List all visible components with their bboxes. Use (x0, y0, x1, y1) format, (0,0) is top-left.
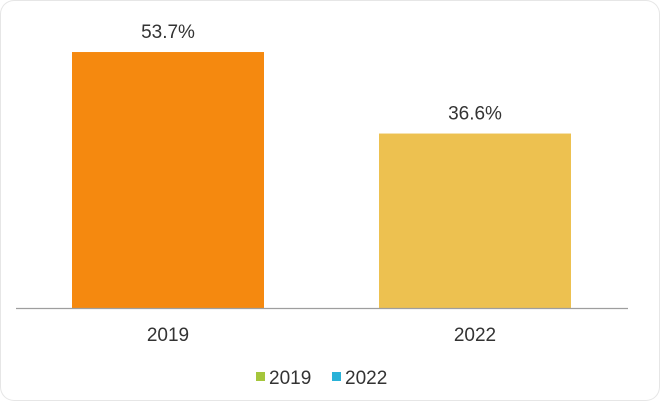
bar-2022 (379, 133, 571, 308)
x-tick-label-2019: 2019 (147, 325, 189, 346)
legend-label-2022: 2022 (345, 368, 387, 389)
data-label-2022: 36.6% (448, 104, 502, 125)
legend-label-2019: 2019 (269, 368, 311, 389)
legend-swatch-2019 (256, 372, 265, 381)
data-label-2019: 53.7% (141, 22, 195, 43)
bar-2019 (72, 52, 264, 308)
legend-swatch-2022 (332, 372, 341, 381)
x-tick-label-2022: 2022 (454, 325, 496, 346)
